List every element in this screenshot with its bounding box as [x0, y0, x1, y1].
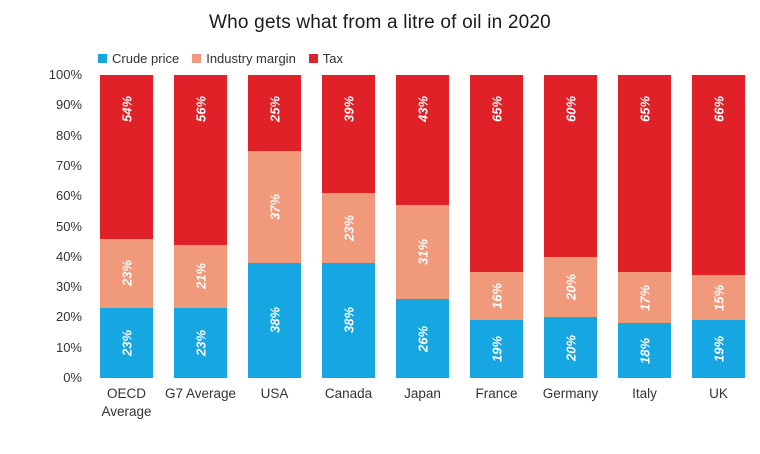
bar-segment-label: 23% [119, 330, 134, 357]
bar-segment-industry-margin-usa: 37% [248, 150, 301, 263]
bar-segment-label: 25% [267, 95, 282, 123]
bar-segment-tax-france: 65% [470, 75, 523, 272]
bar-segment-crude-price-canada: 38% [322, 262, 375, 378]
legend-swatch-industry-margin [192, 54, 202, 63]
bar-segment-label: 17% [637, 284, 652, 311]
bar-segment-label: 56% [193, 95, 208, 123]
legend-label: Crude price [112, 51, 180, 66]
bar-segment-label: 37% [267, 193, 282, 220]
y-axis-tick-label: 80% [55, 127, 82, 143]
x-axis-category-label-uk: UK [709, 386, 728, 401]
y-axis-tick-label: 10% [55, 339, 82, 355]
bar-segment-industry-margin-uk: 15% [692, 274, 745, 321]
y-axis-tick-label: 40% [55, 248, 82, 264]
bar-segment-tax-japan: 43% [396, 75, 449, 206]
bar-segment-label: 23% [341, 214, 356, 242]
bar-segment-label: 15% [711, 284, 726, 311]
legend-label: Industry margin [206, 51, 296, 66]
bar-segment-tax-germany: 60% [544, 75, 597, 257]
bar-segment-label: 43% [415, 95, 430, 123]
bar-segment-industry-margin-japan: 31% [396, 205, 449, 300]
bar-segment-label: 66% [711, 95, 726, 123]
legend-swatch-tax [308, 54, 318, 63]
x-axis-category-label-japan: Japan [404, 386, 441, 401]
bar-segment-label: 18% [637, 337, 652, 364]
bar-segment-label: 23% [119, 260, 134, 287]
bar-segment-industry-margin-italy: 17% [618, 271, 671, 324]
bar-segment-label: 60% [563, 95, 578, 123]
x-axis-category-label-g7-average: G7 Average [164, 386, 237, 401]
bar-segment-crude-price-g7-average: 23% [174, 308, 227, 378]
chart-title: Who gets what from a litre of oil in 202… [209, 12, 551, 33]
bar-segment-industry-margin-g7-average: 21% [174, 244, 227, 309]
bar-segment-label: 39% [341, 95, 356, 123]
bar-segment-industry-margin-canada: 23% [322, 193, 375, 263]
bar-segment-crude-price-france: 19% [470, 320, 523, 378]
bar-segment-label: 20% [563, 274, 578, 301]
bar-segment-label: 19% [711, 336, 726, 363]
legend-item-tax: Tax [308, 51, 344, 66]
legend-item-crude-price: Crude price [98, 51, 179, 66]
x-axis-category-label-germany: Germany [542, 386, 599, 401]
y-axis-tick-label: 70% [55, 157, 82, 173]
bar-segment-label: 19% [489, 336, 504, 363]
bar-segment-label: 16% [489, 283, 504, 310]
bar-segment-industry-margin-germany: 20% [544, 256, 597, 318]
legend-swatch-crude-price [98, 54, 107, 63]
x-axis-category-label-canada: Canada [324, 386, 373, 401]
bar-segment-crude-price-uk: 19% [692, 320, 745, 378]
legend-label: Tax [322, 51, 344, 66]
y-axis-tick-label: 20% [55, 309, 82, 325]
bar-segment-label: 31% [415, 239, 430, 266]
bar-segment-label: 23% [193, 330, 208, 357]
bar-segment-tax-uk: 66% [692, 75, 745, 275]
x-axis-category-label-italy: Italy [632, 386, 657, 401]
bar-segment-crude-price-oecd-average: 23% [100, 308, 153, 378]
bar-segment-tax-g7-average: 56% [174, 75, 227, 245]
bar-segment-label: 20% [563, 334, 578, 361]
bar-segment-tax-italy: 65% [618, 75, 671, 272]
bar-segment-label: 38% [341, 307, 356, 334]
bar-segment-tax-usa: 25% [248, 75, 301, 151]
legend: Crude price Industry margin Tax [98, 51, 343, 66]
bar-segment-crude-price-italy: 18% [618, 323, 671, 378]
x-axis-category-label-oecd-average: OECD Average [101, 386, 152, 419]
legend-item-industry-margin: Industry margin [192, 51, 296, 66]
x-axis-category-label-france: France [475, 386, 518, 401]
x-axis-category-label-usa: USA [260, 386, 289, 401]
y-axis-tick-label: 100% [48, 67, 82, 82]
bar-segment-tax-canada: 39% [322, 75, 375, 194]
bar-segment-industry-margin-france: 16% [470, 271, 523, 321]
bar-segment-label: 38% [267, 307, 282, 334]
y-axis-tick-label: 50% [55, 218, 82, 234]
bar-segment-label: 54% [119, 95, 134, 123]
bar-segment-crude-price-germany: 20% [544, 317, 597, 378]
bar-segment-industry-margin-oecd-average: 23% [100, 238, 153, 309]
bar-segment-crude-price-usa: 38% [248, 262, 301, 378]
bar-segment-label: 21% [193, 263, 208, 290]
y-axis-tick-label: 0% [63, 370, 82, 385]
bar-segment-label: 26% [415, 325, 430, 352]
bar-segment-tax-oecd-average: 54% [100, 75, 153, 239]
bar-segment-label: 65% [637, 95, 652, 123]
y-axis-tick-label: 90% [55, 97, 82, 113]
y-axis-tick-label: 30% [55, 279, 82, 295]
bar-segment-label: 65% [489, 95, 504, 123]
bar-segment-crude-price-japan: 26% [396, 299, 449, 378]
y-axis-tick-label: 60% [55, 188, 82, 204]
